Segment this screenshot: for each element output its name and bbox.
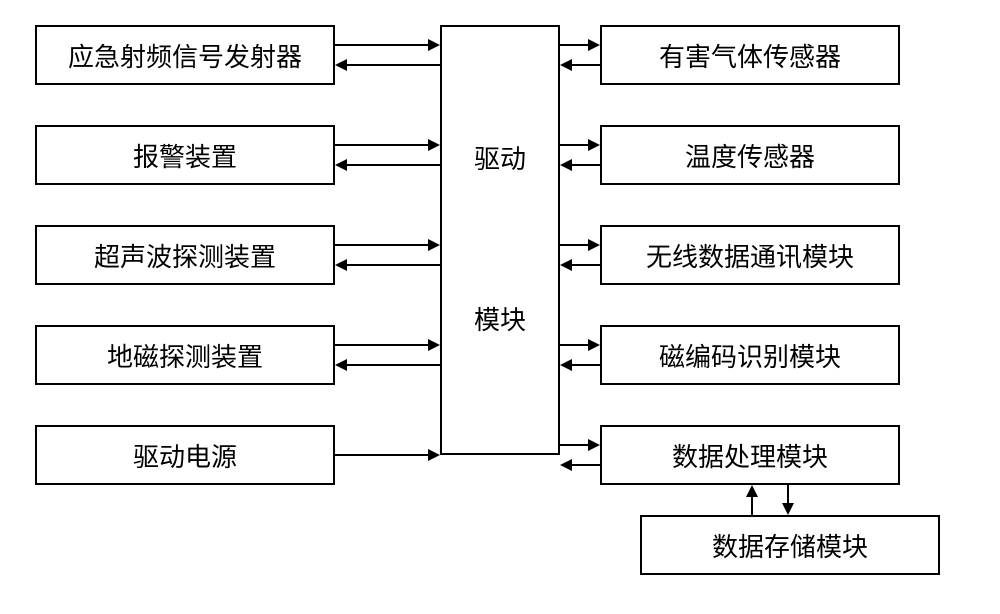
left-box-3: 地磁探测装置 bbox=[35, 325, 335, 385]
right-box-label-2: 无线数据通讯模块 bbox=[646, 237, 854, 274]
center-module-label-top: 驱动 bbox=[474, 131, 526, 188]
right-box-label-3: 磁编码识别模块 bbox=[659, 337, 841, 374]
left-box-label-3: 地磁探测装置 bbox=[107, 337, 263, 374]
right-box-3: 磁编码识别模块 bbox=[600, 325, 900, 385]
center-module-box: 驱动模块 bbox=[440, 25, 560, 455]
left-box-label-1: 报警装置 bbox=[133, 137, 237, 174]
right-box-label-1: 温度传感器 bbox=[685, 137, 815, 174]
storage-box: 数据存储模块 bbox=[640, 515, 940, 575]
center-module-label-bottom: 模块 bbox=[474, 292, 526, 349]
right-box-1: 温度传感器 bbox=[600, 125, 900, 185]
left-box-label-0: 应急射频信号发射器 bbox=[68, 37, 302, 74]
left-box-label-4: 驱动电源 bbox=[133, 437, 237, 474]
right-box-label-4: 数据处理模块 bbox=[672, 437, 828, 474]
diagram-canvas: 驱动模块 应急射频信号发射器 有害气体传感器报警装置 温度传感器超声波探测装置 无线数据… bbox=[0, 0, 1000, 614]
left-box-2: 超声波探测装置 bbox=[35, 225, 335, 285]
left-box-1: 报警装置 bbox=[35, 125, 335, 185]
storage-box-label: 数据存储模块 bbox=[712, 527, 868, 564]
left-box-0: 应急射频信号发射器 bbox=[35, 25, 335, 85]
right-box-4: 数据处理模块 bbox=[600, 425, 900, 485]
right-box-2: 无线数据通讯模块 bbox=[600, 225, 900, 285]
right-box-label-0: 有害气体传感器 bbox=[659, 37, 841, 74]
left-box-label-2: 超声波探测装置 bbox=[94, 237, 276, 274]
right-box-0: 有害气体传感器 bbox=[600, 25, 900, 85]
left-box-4: 驱动电源 bbox=[35, 425, 335, 485]
